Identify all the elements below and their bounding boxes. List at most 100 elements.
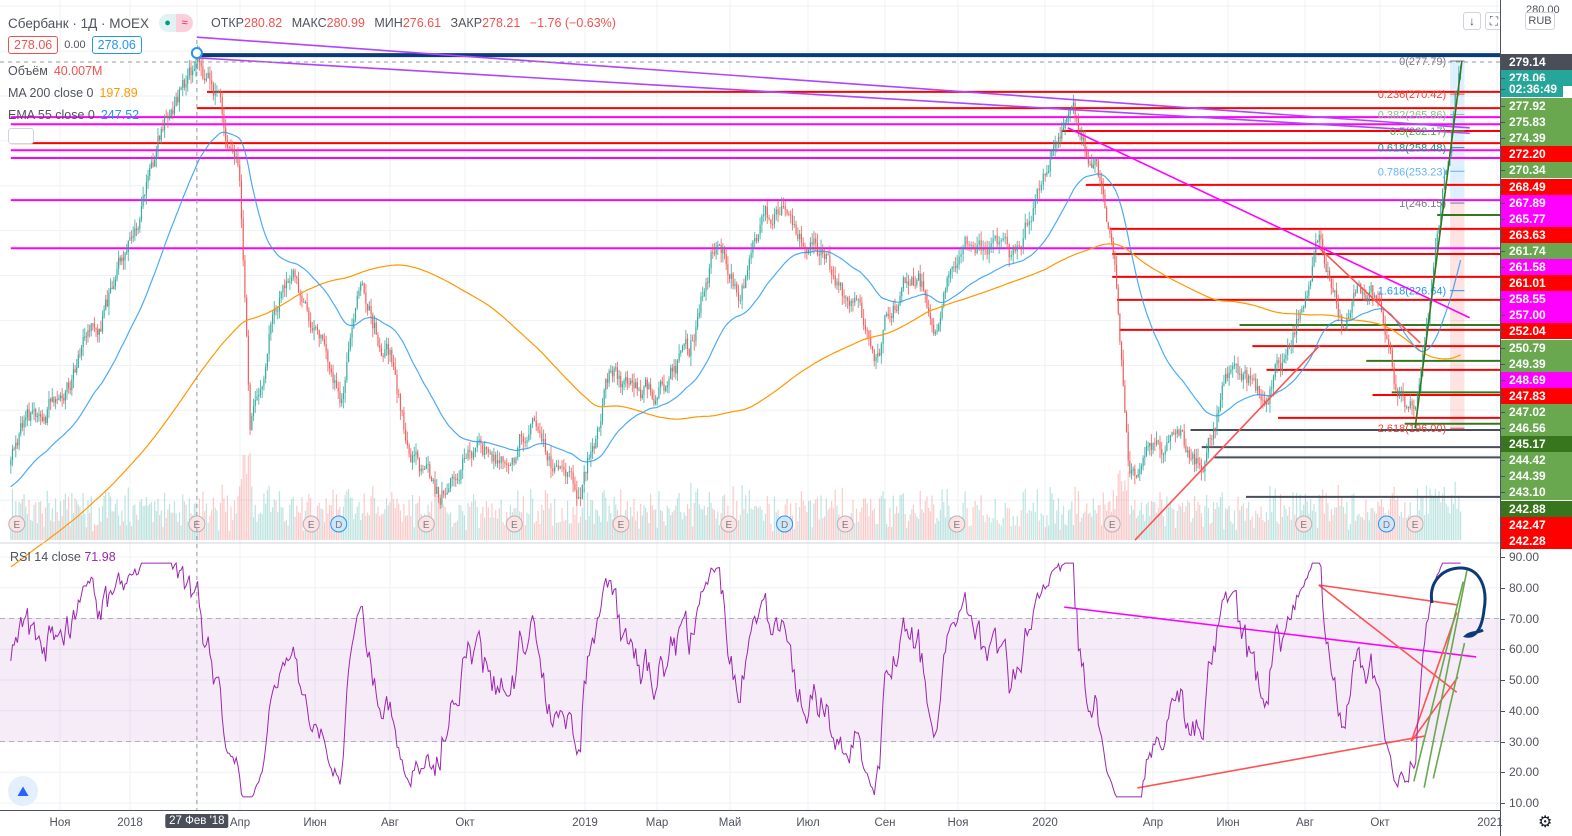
- earnings-marker[interactable]: [948, 515, 966, 533]
- candle-body: [394, 366, 396, 375]
- trendline[interactable]: [1064, 606, 1477, 658]
- volume-bar: [1079, 521, 1081, 540]
- earnings-marker[interactable]: [836, 515, 854, 533]
- volume-bar: [1161, 499, 1163, 540]
- candle-body: [33, 409, 35, 412]
- candle-body: [1002, 238, 1004, 241]
- trendline[interactable]: [1414, 60, 1463, 429]
- volume-bar: [668, 508, 670, 540]
- candle-body: [209, 72, 211, 81]
- price-axis[interactable]: 279.14 278.06 02:36:49 277.92 275.83 274.39 27…: [1500, 0, 1572, 836]
- candle-body: [74, 369, 76, 373]
- time-axis-label: 2019: [572, 817, 598, 829]
- candle-body: [223, 114, 225, 128]
- rsi-axis-label: 40.00: [1500, 703, 1540, 718]
- trendline[interactable]: [196, 36, 1470, 129]
- volume-bar: [370, 496, 372, 540]
- volume-bar: [254, 504, 256, 540]
- candle-body: [770, 219, 772, 224]
- volume-bar: [1267, 519, 1269, 540]
- volume-bar: [875, 524, 877, 540]
- candle-body: [892, 305, 894, 318]
- volume-bar: [127, 487, 129, 540]
- candle-body: [1258, 386, 1260, 395]
- volume-bar: [980, 495, 982, 540]
- candle-body: [406, 440, 408, 446]
- chart-canvas[interactable]: 0(277.79)0.236(270.42)0.382(265.86)0.5(2…: [0, 0, 1500, 836]
- event-marker-letter: E: [1412, 520, 1419, 531]
- candle-body: [720, 244, 722, 254]
- trendline[interactable]: [1318, 584, 1458, 693]
- trendline[interactable]: [1410, 612, 1458, 742]
- candle-body: [933, 324, 935, 334]
- earnings-marker[interactable]: [1406, 515, 1424, 533]
- candle-body: [301, 295, 303, 302]
- candle-body: [1024, 222, 1026, 239]
- candle-body: [463, 458, 465, 460]
- candle-body: [124, 252, 126, 261]
- trendline[interactable]: [1137, 735, 1426, 789]
- candle-body: [531, 418, 534, 424]
- volume-bar: [367, 512, 369, 540]
- ema-label[interactable]: EMA 55 close 0: [8, 108, 95, 122]
- drawing-anchor-handle[interactable]: [190, 47, 203, 59]
- trendlines[interactable]: [196, 36, 1477, 789]
- earnings-marker[interactable]: [417, 515, 435, 533]
- volume-bar: [322, 509, 324, 540]
- candle-body: [437, 486, 440, 498]
- collapse-legend-button[interactable]: [8, 128, 34, 144]
- download-button[interactable]: ↓: [1463, 12, 1481, 30]
- candle-body: [134, 228, 136, 237]
- fibonacci-retracement[interactable]: 0(277.79)0.236(270.42)0.382(265.86)0.5(2…: [1378, 56, 1465, 435]
- buy-button[interactable]: 278.06: [91, 36, 142, 54]
- rsi-legend[interactable]: RSI 14 close 71.98: [10, 550, 116, 564]
- earnings-marker[interactable]: [505, 515, 523, 533]
- candle-body: [1036, 188, 1038, 199]
- earnings-marker[interactable]: [8, 515, 26, 533]
- sell-button[interactable]: 278.06: [8, 36, 59, 54]
- volume-bar: [779, 528, 781, 540]
- earnings-marker[interactable]: [612, 515, 630, 533]
- candle-body: [839, 283, 842, 286]
- candle-body: [1082, 138, 1084, 140]
- volume-label[interactable]: Объём: [8, 64, 48, 78]
- dividend-marker[interactable]: [776, 515, 794, 533]
- trendline[interactable]: [196, 57, 1470, 135]
- trendline[interactable]: [1413, 581, 1464, 782]
- hand-drawn-circle[interactable]: [1429, 566, 1487, 638]
- currency-button[interactable]: RUB: [1525, 12, 1555, 30]
- trendline[interactable]: [1318, 584, 1459, 606]
- dividend-marker[interactable]: [330, 515, 348, 533]
- trendline[interactable]: [1410, 676, 1459, 742]
- horizontal-levels[interactable]: [10, 53, 1500, 498]
- volume-bar: [877, 523, 879, 540]
- volume-bar: [600, 522, 602, 540]
- earnings-marker[interactable]: [1295, 515, 1313, 533]
- chart-logo-icon[interactable]: ⛰: [8, 776, 38, 806]
- volume-bar: [28, 499, 30, 540]
- candle-body: [13, 448, 15, 450]
- earnings-marker[interactable]: [302, 515, 320, 533]
- volume-bar: [800, 491, 803, 540]
- earnings-marker[interactable]: [720, 515, 738, 533]
- volume-bar: [80, 514, 83, 540]
- trendline[interactable]: [1423, 569, 1468, 788]
- volume-bar: [1225, 508, 1227, 540]
- candle-body: [936, 330, 938, 333]
- candle-body: [1008, 244, 1010, 258]
- trendline[interactable]: [1134, 344, 1321, 541]
- dividend-marker[interactable]: [1378, 515, 1395, 533]
- trendline[interactable]: [1432, 642, 1466, 779]
- candle-body: [857, 298, 859, 300]
- candle-body: [768, 217, 770, 220]
- ma-label[interactable]: MA 200 close 0: [8, 86, 94, 100]
- candle-body: [859, 298, 861, 303]
- trendline[interactable]: [1067, 127, 1471, 319]
- earnings-marker[interactable]: [1103, 515, 1121, 533]
- settings-gear-icon[interactable]: ⚙: [1538, 814, 1553, 831]
- candle-body: [1443, 174, 1446, 190]
- symbol-title[interactable]: Сбербанк · 1Д · MOEX: [8, 15, 150, 31]
- trendline[interactable]: [1319, 248, 1421, 344]
- market-status-pill[interactable]: ● ≈: [159, 14, 194, 32]
